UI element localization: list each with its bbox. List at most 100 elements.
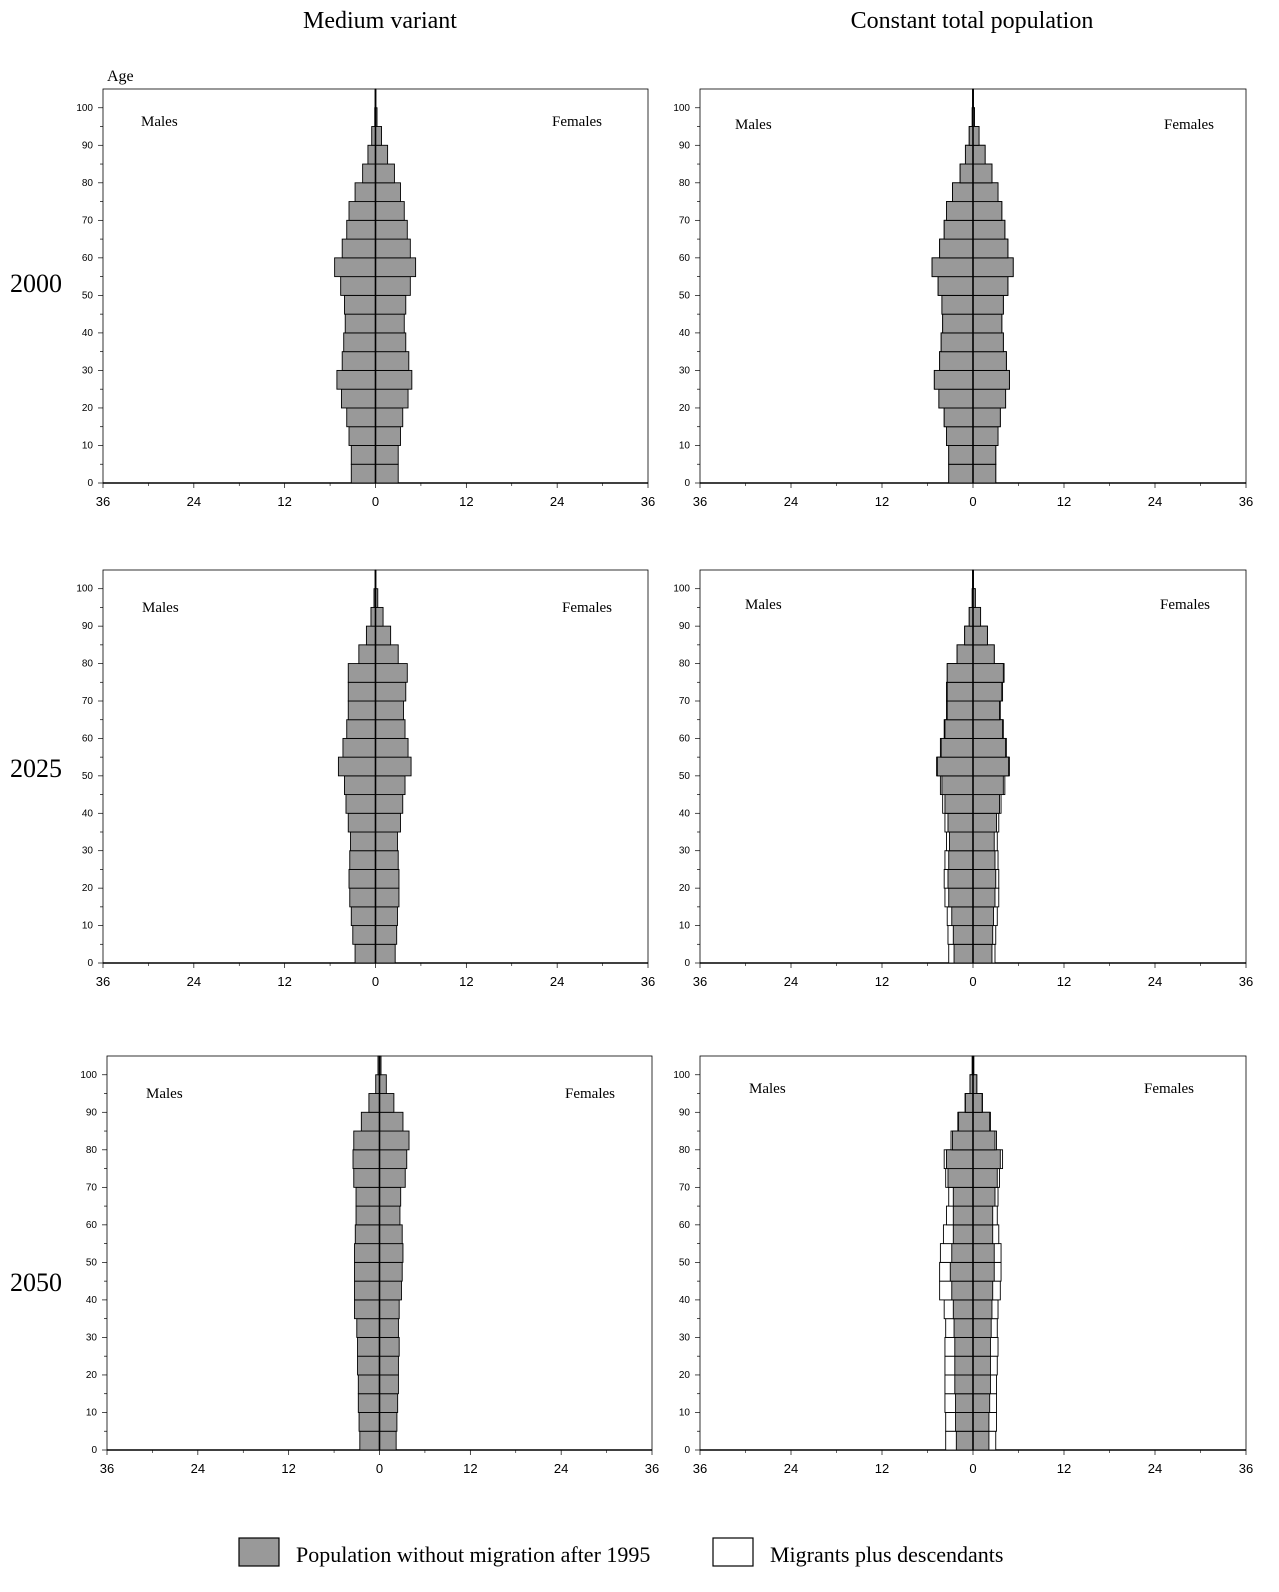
bar-female	[973, 701, 1000, 720]
bar-male	[349, 202, 375, 221]
bar-male	[965, 1094, 973, 1113]
bar-female	[376, 626, 391, 645]
bar-male	[945, 720, 973, 739]
x-tick-label: 24	[784, 1461, 798, 1476]
x-tick-label: 36	[96, 494, 110, 509]
bar-male	[349, 869, 375, 888]
y-tick-label: 90	[86, 1107, 98, 1118]
bar-female	[380, 1112, 403, 1131]
bar-male	[937, 757, 973, 776]
x-tick-label: 12	[281, 1461, 295, 1476]
bar-male	[351, 832, 376, 851]
bar-female	[973, 926, 993, 945]
bar-male	[355, 1262, 380, 1281]
bar-male	[361, 1112, 379, 1131]
bar-female	[376, 832, 398, 851]
y-tick-label: 100	[673, 103, 690, 114]
bar-female	[973, 127, 979, 146]
bar-male	[341, 389, 375, 408]
y-tick-label: 30	[679, 846, 691, 857]
bar-female	[973, 164, 992, 183]
bar-male	[959, 1112, 973, 1131]
bar-male	[348, 813, 375, 832]
bar-female	[380, 1300, 400, 1319]
bar-female	[973, 1206, 993, 1225]
bar-female	[380, 1131, 410, 1150]
bar-male	[940, 239, 973, 258]
y-tick-label: 10	[679, 1407, 691, 1418]
females-label: Females	[1160, 597, 1210, 613]
y-tick-label: 40	[82, 328, 94, 339]
x-tick-label: 36	[1239, 494, 1253, 509]
bar-male	[358, 1337, 380, 1356]
bar-male	[949, 888, 973, 907]
bar-male	[338, 757, 375, 776]
bar-female	[973, 1356, 990, 1375]
bar-male	[360, 1431, 380, 1450]
bar-female	[380, 1075, 387, 1094]
bar-male	[348, 664, 375, 683]
bar-female	[973, 427, 998, 446]
y-tick-label: 10	[82, 440, 94, 451]
bar-male	[350, 888, 376, 907]
x-tick-label: 36	[641, 494, 655, 509]
bar-male	[358, 1356, 380, 1375]
x-tick-label: 12	[459, 494, 473, 509]
bar-male	[358, 1394, 379, 1413]
row-label-2050: 2050	[10, 1268, 62, 1297]
bar-male	[355, 1300, 380, 1319]
x-tick-label: 12	[875, 974, 889, 989]
bar-male	[952, 1244, 973, 1263]
bar-male	[346, 795, 376, 814]
bar-male	[350, 851, 376, 870]
bar-female	[376, 127, 382, 146]
x-tick-label: 36	[96, 974, 110, 989]
bar-female	[376, 795, 403, 814]
y-tick-label: 100	[80, 1070, 97, 1081]
x-tick-label: 12	[277, 494, 291, 509]
bar-male	[368, 145, 376, 164]
y-tick-label: 20	[679, 883, 691, 894]
bar-female	[376, 277, 411, 296]
bar-female	[376, 720, 406, 739]
bar-male	[953, 1300, 973, 1319]
bar-male	[355, 944, 375, 963]
bar-male	[955, 1375, 973, 1394]
bar-male	[954, 944, 973, 963]
bar-female	[376, 314, 405, 333]
bar-male	[949, 464, 973, 483]
bar-female	[973, 1375, 990, 1394]
x-tick-label: 0	[376, 1461, 383, 1476]
bar-male	[934, 370, 973, 389]
x-tick-label: 24	[191, 1461, 205, 1476]
bar-female	[973, 607, 981, 626]
bar-male	[342, 239, 375, 258]
bar-female	[973, 813, 997, 832]
bar-female	[973, 445, 996, 464]
y-tick-label: 30	[679, 1332, 691, 1343]
legend: Population without migration after 1995 …	[239, 1538, 1003, 1567]
y-tick-label: 40	[86, 1295, 98, 1306]
bar-male	[948, 813, 973, 832]
bar-male	[356, 1206, 379, 1225]
y-tick-label: 30	[82, 846, 94, 857]
bar-female	[973, 664, 1003, 683]
y-tick-label: 30	[86, 1332, 98, 1343]
bar-female	[376, 239, 411, 258]
bar-female	[376, 645, 399, 664]
bar-male	[343, 738, 376, 757]
bar-female	[380, 1206, 400, 1225]
bar-male	[949, 445, 973, 464]
bar-female	[973, 370, 1009, 389]
bar-female	[973, 1412, 989, 1431]
bar-female	[973, 352, 1006, 371]
y-tick-label: 0	[684, 1445, 690, 1456]
bar-female	[380, 1225, 403, 1244]
bar-male	[945, 795, 973, 814]
x-tick-label: 36	[693, 974, 707, 989]
bar-female	[973, 832, 994, 851]
